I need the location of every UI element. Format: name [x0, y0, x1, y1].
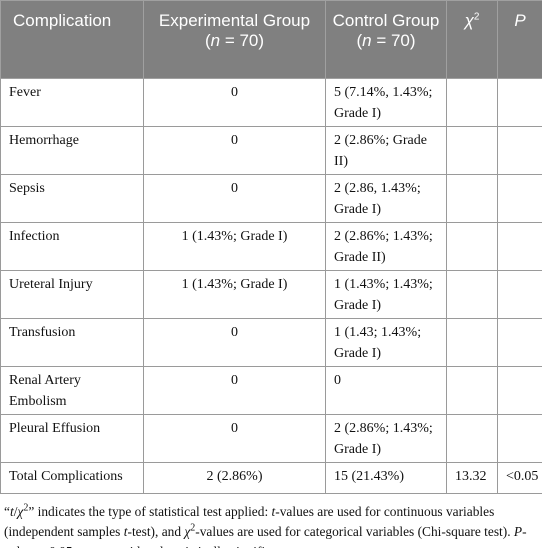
table-row: Pleural Effusion 0 2 (2.86%; 1.43%; Grade …	[0, 414, 542, 463]
table-row: Total Complications 2 (2.86%) 15 (21.43%) 1…	[0, 462, 542, 494]
complications-table: Complication Experimental Group (n = 70)…	[0, 0, 542, 494]
table-cell	[497, 318, 542, 367]
table-cell: 1 (1.43%; 1.43%; Grade I)	[325, 270, 447, 319]
header-row: Complication Experimental Group (n = 70)…	[0, 0, 542, 79]
table-cell	[446, 78, 498, 127]
table-cell	[446, 174, 498, 223]
table-cell: 15 (21.43%)	[325, 462, 447, 494]
header-text: n	[210, 31, 221, 50]
header-cell: Experimental Group (n = 70)	[143, 0, 326, 79]
table-row: Fever 0 5 (7.14%, 1.43%; Grade I)	[0, 78, 542, 127]
table-row: Transfusion 0 1 (1.43; 1.43%; Grade I)	[0, 318, 542, 367]
table-row: Renal Artery Embolism 0 0	[0, 366, 542, 415]
header-text: n	[362, 31, 372, 50]
table-cell: 0	[143, 174, 326, 223]
table-cell	[497, 174, 542, 223]
table-cell	[446, 270, 498, 319]
table-cell: 2 (2.86%; 1.43%; Grade II)	[325, 222, 447, 271]
footnote-text: t	[123, 524, 128, 539]
footnote-text: 2	[23, 502, 29, 514]
table-cell	[446, 222, 498, 271]
header-cell: χ2	[446, 0, 498, 79]
table-cell: Transfusion	[0, 318, 144, 367]
table-cell: 1 (1.43%; Grade I)	[143, 222, 326, 271]
footnote-text: ” indicates the type of statistical test…	[28, 504, 272, 519]
table-cell: Sepsis	[0, 174, 144, 223]
table-cell: 2 (2.86%; 1.43%; Grade I)	[325, 414, 447, 463]
header-text: P	[514, 11, 526, 30]
footnote-text: t	[9, 504, 14, 519]
table-cell: Renal Artery Embolism	[0, 366, 144, 415]
footnote-text: /	[13, 504, 18, 519]
table-cell: 1 (1.43; 1.43%; Grade I)	[325, 318, 447, 367]
footnote-text: 2	[190, 522, 196, 534]
table-cell: Infection	[0, 222, 144, 271]
footnote-text: -values are used for categorical variabl…	[195, 524, 514, 539]
table-cell	[497, 270, 542, 319]
table-cell: Hemorrhage	[0, 126, 144, 175]
footnote-text: -values are used for continuous variable…	[4, 504, 495, 539]
table-cell: 2 (2.86, 1.43%; Grade I)	[325, 174, 447, 223]
header-text: 2	[473, 11, 480, 23]
table-cell	[497, 366, 542, 415]
table-row: Infection 1 (1.43%; Grade I) 2 (2.86%; 1.4…	[0, 222, 542, 271]
table-cell: 2 (2.86%)	[143, 462, 326, 494]
table-row: Ureteral Injury 1 (1.43%; Grade I) 1 (1.43…	[0, 270, 542, 319]
table-cell: Ureteral Injury	[0, 270, 144, 319]
table-body: Fever 0 5 (7.14%, 1.43%; Grade I) Hemorrhag…	[0, 78, 542, 494]
header-cell: Complication	[0, 0, 144, 79]
table-cell: 0	[143, 414, 326, 463]
footnote-text: -values <0.05 were considered statistica…	[4, 524, 527, 548]
footnote-text: χ	[184, 524, 191, 539]
table-cell	[446, 318, 498, 367]
table-cell: 0	[143, 366, 326, 415]
footnote-text: “	[4, 504, 10, 519]
footnote-text: χ	[17, 504, 24, 519]
table-cell	[497, 222, 542, 271]
header-cell: Control Group (n = 70)	[325, 0, 447, 79]
table-cell	[497, 414, 542, 463]
table-cell	[446, 414, 498, 463]
table-cell	[446, 126, 498, 175]
table-cell: Pleural Effusion	[0, 414, 144, 463]
header-cell: P	[497, 0, 542, 79]
table-cell: 0	[143, 318, 326, 367]
footnote-text: P	[513, 524, 523, 539]
table-cell: 0	[143, 126, 326, 175]
table-cell: 2 (2.86%; Grade II)	[325, 126, 447, 175]
table-cell: Fever	[0, 78, 144, 127]
header-text: Experimental Group (	[158, 11, 311, 50]
header-text: Control Group (	[332, 11, 440, 50]
header-text: Complication	[13, 11, 112, 30]
table-row: Sepsis 0 2 (2.86, 1.43%; Grade I)	[0, 174, 542, 223]
header-text: = 70)	[371, 31, 416, 50]
footnote-text: -test), and	[127, 524, 185, 539]
header-text: χ	[464, 11, 474, 30]
table-cell: Total Complications	[0, 462, 144, 494]
table-cell: 0	[325, 366, 447, 415]
table-cell	[497, 78, 542, 127]
footnote-text: t	[271, 504, 276, 519]
table-cell	[446, 366, 498, 415]
table-cell: 5 (7.14%, 1.43%; Grade I)	[325, 78, 447, 127]
table-cell: 0	[143, 78, 326, 127]
table-cell: 13.32	[446, 462, 498, 494]
footnote: “t/χ2” indicates the type of statistical…	[4, 502, 536, 548]
table-cell	[497, 126, 542, 175]
header-text: = 70)	[220, 31, 265, 50]
table-cell: 1 (1.43%; Grade I)	[143, 270, 326, 319]
table-cell: <0.05	[497, 462, 542, 494]
table-row: Hemorrhage 0 2 (2.86%; Grade II)	[0, 126, 542, 175]
